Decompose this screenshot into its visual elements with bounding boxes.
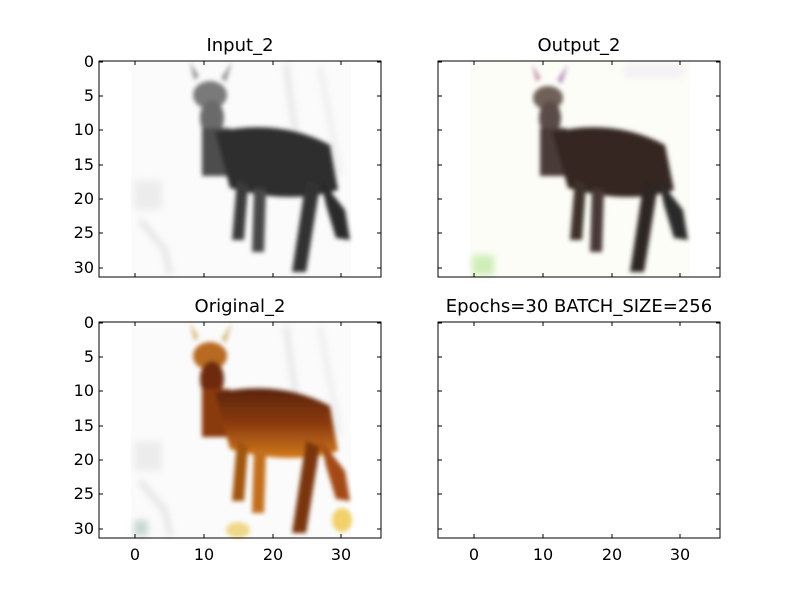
ytick-label: 10	[73, 120, 94, 139]
ytick-label: 30	[73, 519, 94, 538]
original-ticks-marks	[99, 322, 381, 538]
output-axes-frame	[437, 60, 721, 278]
xtick-label: 0	[468, 545, 480, 564]
panel-output	[437, 60, 721, 278]
ytick-label: 10	[73, 381, 94, 400]
panel-original	[98, 321, 382, 539]
xtick-label: 30	[669, 545, 691, 564]
ytick-label: 20	[73, 450, 94, 469]
ytick-label: 5	[83, 347, 94, 366]
input-yticks-marks	[99, 61, 381, 277]
ytick-label: 25	[73, 484, 94, 503]
xtick-label: 20	[601, 545, 623, 564]
output-deer	[532, 64, 688, 272]
original-axes-frame	[98, 321, 382, 539]
ytick-label: 15	[73, 416, 94, 435]
xtick-label: 10	[193, 545, 215, 564]
input-axes-frame	[98, 60, 382, 278]
input-deer	[190, 62, 350, 272]
output-background-texture	[472, 64, 684, 275]
panel-title-original: Original_2	[194, 296, 286, 317]
ytick-label: 0	[83, 52, 94, 71]
ytick-label: 30	[73, 258, 94, 277]
ytick-label: 15	[73, 155, 94, 174]
output-ticks-marks	[438, 61, 720, 277]
ytick-label: 20	[73, 189, 94, 208]
ytick-label: 0	[83, 313, 94, 332]
panel-empty	[437, 321, 721, 539]
xtick-label: 0	[129, 545, 141, 564]
original-background-texture	[134, 324, 342, 537]
panel-title-empty: Epochs=30 BATCH_SIZE=256	[445, 296, 713, 317]
xtick-label: 30	[330, 545, 352, 564]
ytick-label: 5	[83, 86, 94, 105]
panel-title-input: Input_2	[206, 35, 274, 56]
panel-title-output: Output_2	[537, 35, 621, 56]
xtick-label: 10	[532, 545, 554, 564]
panel-input	[98, 60, 382, 278]
empty-axes-frame	[437, 321, 721, 539]
xtick-label: 20	[262, 545, 284, 564]
original-deer	[190, 323, 352, 538]
ytick-label: 25	[73, 223, 94, 242]
empty-ticks-marks	[438, 322, 720, 538]
